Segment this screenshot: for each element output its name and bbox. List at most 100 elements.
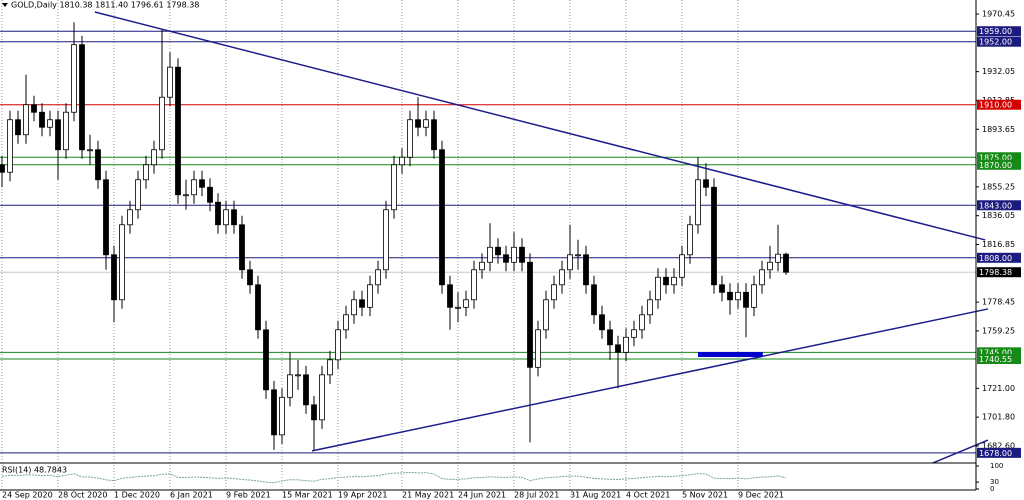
level-label-box	[977, 99, 1021, 110]
candle-body	[647, 299, 653, 316]
candle-body	[567, 254, 573, 271]
level-label: 1740.55	[979, 355, 1012, 364]
candle-body	[159, 96, 165, 151]
level-label-box	[977, 159, 1021, 170]
y-tick-label: 1816.85	[982, 240, 1015, 249]
candle-body	[703, 179, 709, 188]
axis-layer: 1970.451932.051912.851893.651855.251836.…	[2, 10, 1021, 500]
candle-body	[39, 111, 45, 128]
candle-body	[751, 284, 757, 308]
level-label: 1870.00	[979, 161, 1012, 170]
candle-body	[415, 119, 421, 128]
rsi-tick-label: 0	[990, 485, 994, 493]
candle-body	[727, 291, 733, 301]
x-tick-label: 19 Apr 2021	[338, 491, 387, 500]
candle-body	[127, 209, 133, 226]
y-tick-label: 1759.25	[982, 326, 1015, 335]
candle-body	[295, 374, 301, 377]
level-label: 1745.00	[979, 348, 1012, 357]
y-tick-label: 1932.05	[982, 67, 1015, 76]
rsi-tick-label: 100	[990, 462, 1003, 470]
level-label-box	[977, 252, 1021, 263]
candle-body	[215, 201, 221, 226]
candle-body	[31, 104, 37, 113]
candle-body	[759, 269, 765, 286]
level-label: 1959.00	[979, 27, 1012, 36]
level-label-box	[977, 36, 1021, 47]
candle-body	[247, 269, 253, 286]
candle-body	[335, 329, 341, 361]
candle-body	[743, 291, 749, 308]
rsi-title: RSI(14) 48.7843	[2, 466, 67, 475]
candle-body	[151, 149, 157, 166]
candle-body	[775, 253, 781, 263]
candle-body	[63, 111, 69, 151]
candle-body	[511, 246, 517, 263]
candle-body	[383, 209, 389, 271]
x-tick-label: 1 Dec 2020	[114, 491, 160, 500]
y-tick-label: 1893.65	[982, 125, 1015, 134]
x-tick-label: 24 Jun 2021	[458, 491, 506, 500]
candle-body	[655, 276, 661, 301]
candle-body	[79, 44, 85, 151]
candle-body	[439, 149, 445, 286]
candle-body	[343, 314, 349, 331]
candle-body	[543, 299, 549, 331]
candle-body	[471, 269, 477, 301]
level-label: 1875.00	[979, 153, 1012, 162]
x-tick-label: 24 Sep 2020	[2, 491, 53, 500]
candle-body	[327, 359, 333, 376]
candle-body	[575, 254, 581, 257]
level-label: 1910.00	[979, 101, 1012, 110]
candle-body	[783, 253, 789, 273]
candle-body	[375, 269, 381, 286]
candle-body	[631, 329, 637, 338]
candle-body	[711, 186, 717, 286]
candle-body	[423, 119, 429, 128]
candle-body	[639, 314, 645, 331]
candle-body	[111, 254, 117, 301]
x-tick-label: 15 Mar 2021	[282, 491, 333, 500]
trendline	[311, 308, 989, 452]
candle-body	[479, 261, 485, 271]
candle-body	[447, 284, 453, 308]
rsi-tick-label: 30	[990, 478, 999, 486]
candle-body	[495, 246, 501, 256]
candle-body	[519, 246, 525, 263]
candle-body	[279, 396, 285, 436]
candle-body	[167, 66, 173, 98]
level-label-box	[977, 26, 1021, 37]
x-tick-label: 31 Aug 2021	[570, 491, 621, 500]
menu-icon[interactable]	[2, 3, 8, 7]
candle-body	[71, 44, 77, 113]
candle-body	[615, 344, 621, 353]
candle-body	[223, 209, 229, 226]
candle-body	[623, 336, 629, 353]
candle-body	[191, 179, 197, 196]
candle-body	[431, 119, 437, 151]
candle-body	[271, 389, 277, 436]
candle-body	[319, 374, 325, 421]
x-tick-label: 5 Nov 2021	[682, 491, 728, 500]
level-label-box	[977, 353, 1021, 364]
candle-body	[95, 149, 101, 181]
x-tick-label: 21 May 2021	[402, 491, 454, 500]
candles-layer	[0, 22, 789, 450]
levels-layer	[0, 30, 976, 454]
candle-body	[23, 104, 29, 136]
candle-body	[671, 276, 677, 286]
trendline	[930, 439, 989, 463]
candle-body	[487, 246, 493, 263]
candle-body	[231, 209, 237, 226]
y-tick-label: 1855.25	[982, 182, 1015, 191]
candle-body	[239, 224, 245, 271]
candle-body	[463, 299, 469, 308]
candle-body	[311, 404, 317, 421]
objects-layer	[94, 11, 989, 463]
level-label: 1843.00	[979, 201, 1012, 210]
level-label: 1798.38	[979, 268, 1012, 277]
trendline	[94, 11, 986, 241]
candle-body	[199, 179, 205, 188]
x-tick-label: 4 Oct 2021	[626, 491, 670, 500]
